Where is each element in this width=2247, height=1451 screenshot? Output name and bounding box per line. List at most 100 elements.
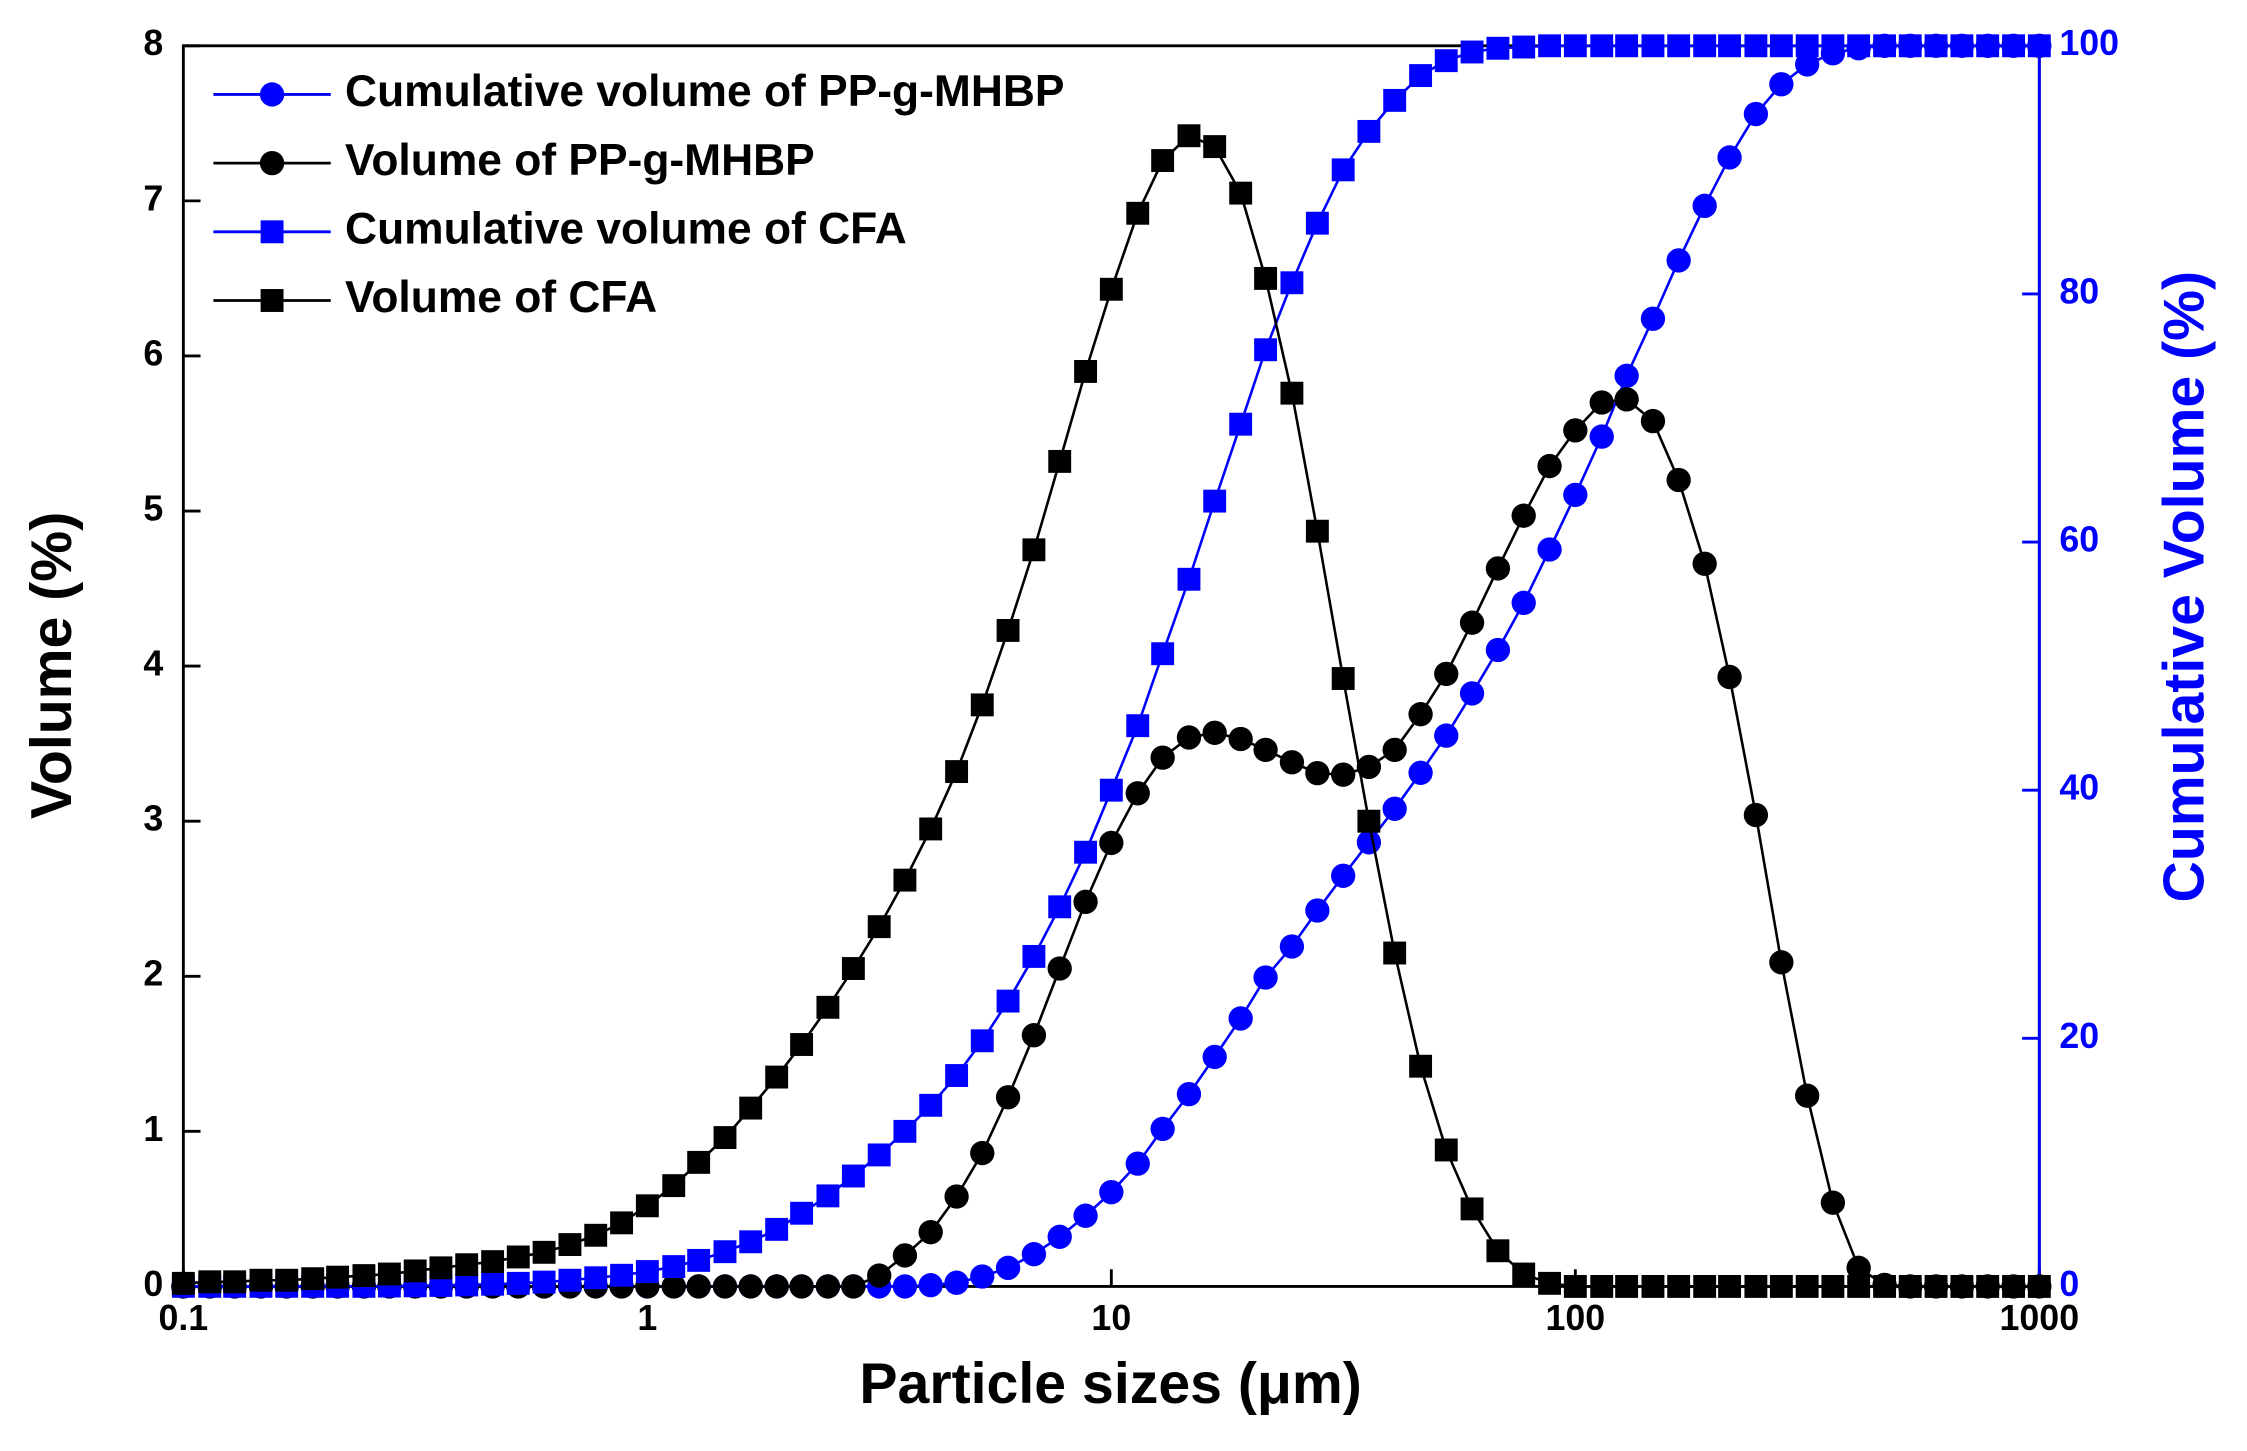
data-point	[455, 1273, 479, 1297]
data-point	[893, 1119, 917, 1143]
data-point	[1074, 360, 1098, 383]
data-point	[635, 1260, 659, 1283]
data-point	[481, 1250, 505, 1274]
data-point	[970, 1029, 994, 1053]
data-point	[841, 1274, 866, 1299]
data-point	[945, 760, 969, 784]
y-tick-label: 3	[143, 799, 163, 839]
data-point	[1253, 965, 1278, 990]
data-point	[1099, 778, 1123, 802]
data-point	[1846, 1255, 1871, 1280]
data-point	[1950, 34, 1974, 58]
data-point	[816, 1184, 840, 1208]
data-point	[1693, 1274, 1717, 1298]
data-point	[429, 1256, 453, 1280]
data-point	[1228, 1006, 1253, 1031]
data-point	[506, 1245, 530, 1269]
x-axis-label: Particle sizes (μm)	[859, 1352, 1362, 1416]
data-point	[815, 1274, 841, 1299]
data-point	[1125, 1151, 1150, 1176]
data-point	[1537, 537, 1562, 562]
y-tick-label: 8	[143, 23, 163, 63]
data-point	[867, 1263, 892, 1288]
data-point	[1924, 34, 1948, 58]
data-point	[1254, 338, 1278, 362]
data-point	[1589, 390, 1614, 415]
legend-marker	[260, 289, 284, 312]
data-point	[2002, 1274, 2026, 1298]
data-point	[1924, 1274, 1948, 1298]
data-point	[1228, 726, 1253, 752]
data-point	[1150, 1116, 1175, 1142]
data-point	[944, 1184, 969, 1209]
data-point	[1717, 145, 1742, 170]
y2-tick-label: 0	[2059, 1264, 2079, 1304]
data-point	[996, 989, 1020, 1013]
data-point	[713, 1126, 737, 1150]
data-point	[610, 1211, 634, 1235]
data-point	[1383, 88, 1407, 112]
data-point	[1151, 642, 1175, 666]
data-point	[352, 1264, 376, 1288]
data-point	[1357, 809, 1381, 833]
data-point	[1280, 271, 1304, 295]
data-point	[687, 1150, 711, 1174]
data-point	[532, 1240, 556, 1264]
data-point	[1356, 754, 1382, 780]
data-point	[867, 915, 891, 939]
data-point	[1744, 1274, 1768, 1298]
x-tick-label: 10	[1091, 1298, 1131, 1338]
data-point	[1563, 482, 1588, 508]
legend-marker	[259, 82, 285, 107]
data-point	[919, 817, 943, 841]
data-point	[841, 1164, 865, 1188]
data-point	[1434, 49, 1458, 73]
data-point	[1717, 664, 1742, 690]
data-point	[1280, 381, 1304, 405]
data-point	[1021, 1023, 1047, 1048]
data-point	[1820, 1190, 1846, 1215]
data-point	[1254, 266, 1278, 290]
data-point	[1485, 556, 1511, 581]
data-point	[1202, 720, 1227, 745]
data-point	[1640, 306, 1666, 331]
data-point	[1795, 34, 1819, 58]
data-point	[532, 1270, 556, 1294]
data-point	[1099, 277, 1123, 301]
data-point	[686, 1274, 711, 1299]
data-point	[1460, 1197, 1484, 1221]
x-tick-label: 1000	[2000, 1298, 2080, 1338]
data-point	[1305, 211, 1329, 235]
data-point	[1305, 760, 1330, 786]
data-point	[995, 1085, 1021, 1110]
data-point	[1512, 35, 1536, 59]
data-point	[1022, 944, 1046, 968]
data-point	[1537, 453, 1562, 479]
data-point	[1409, 64, 1433, 88]
data-point	[1125, 781, 1150, 806]
data-point	[1641, 34, 1665, 58]
data-point	[1718, 1274, 1742, 1298]
data-point	[1202, 1044, 1227, 1070]
data-point	[765, 1217, 789, 1241]
data-point	[1434, 1138, 1458, 1162]
data-point	[249, 1268, 273, 1292]
data-point	[1382, 737, 1407, 763]
legend-label: Cumulative volume of CFA	[345, 205, 907, 254]
data-point	[1022, 538, 1046, 562]
data-point	[1563, 418, 1588, 443]
data-point	[198, 1270, 222, 1294]
data-point	[223, 1270, 247, 1294]
data-point	[1048, 449, 1072, 473]
data-point	[1718, 34, 1742, 58]
data-point	[1563, 1274, 1587, 1298]
data-point	[739, 1230, 763, 1254]
data-point	[764, 1274, 789, 1299]
y-tick-label: 6	[143, 333, 163, 373]
data-point	[1048, 895, 1072, 919]
data-point	[1821, 34, 1845, 58]
data-point	[1305, 898, 1330, 923]
legend-label: Cumulative volume of PP-g-MHBP	[345, 67, 1064, 116]
data-point	[1692, 551, 1717, 576]
data-point	[1795, 1083, 1820, 1108]
